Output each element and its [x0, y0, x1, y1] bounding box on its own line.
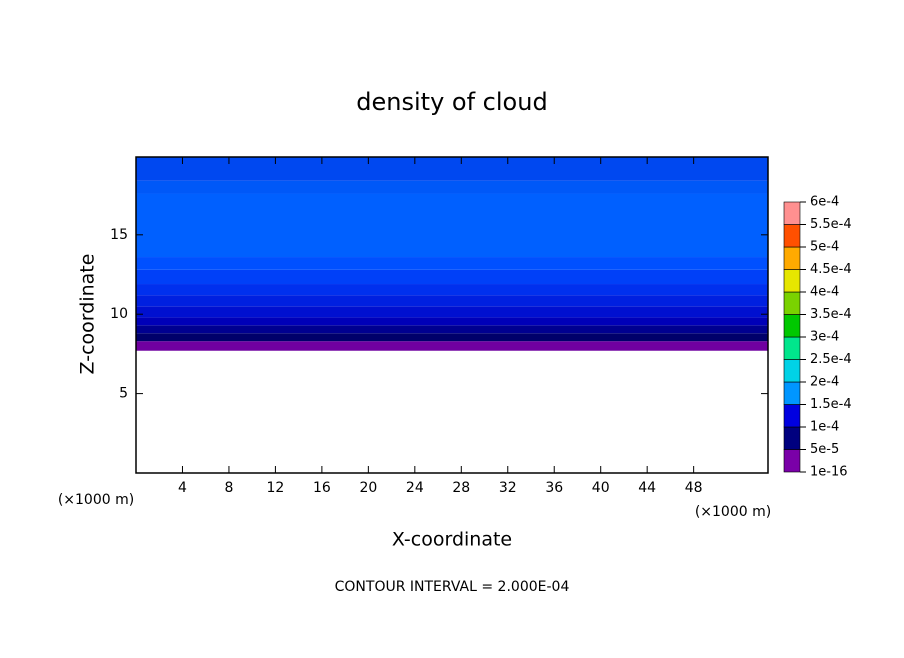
y-tick-label: 10 — [110, 306, 128, 322]
x-tick-label: 4 — [178, 480, 187, 496]
x-tick-label: 32 — [499, 480, 517, 496]
x-tick-label: 36 — [545, 480, 563, 496]
y-tick-label: 15 — [110, 227, 128, 243]
colorbar-segment — [783, 404, 801, 428]
contour-band — [136, 257, 768, 270]
x-tick-label: 44 — [638, 480, 656, 496]
colorbar-label: 5.5e-4 — [810, 217, 852, 232]
contour-band — [136, 157, 768, 181]
contour-band — [136, 306, 768, 318]
plot-frame — [135, 156, 769, 474]
contour-band — [136, 317, 768, 326]
colorbar-label: 3e-4 — [810, 330, 839, 345]
colorbar-label: 2e-4 — [810, 375, 839, 390]
colorbar-segment — [783, 359, 801, 383]
colorbar-segment — [783, 224, 801, 248]
colorbar-label: 3.5e-4 — [810, 307, 852, 322]
colorbar-label: 1e-4 — [810, 420, 839, 435]
chart-title: density of cloud — [356, 88, 547, 116]
x-tick-label: 24 — [406, 480, 424, 496]
colorbar-segment — [783, 291, 801, 315]
x-tick-label: 16 — [313, 480, 331, 496]
contour-band — [136, 325, 768, 334]
colorbar-segment — [783, 314, 801, 338]
contour-band — [136, 333, 768, 342]
x-unit: (×1000 m) — [695, 504, 771, 520]
colorbar-label: 1e-16 — [810, 465, 848, 480]
y-axis-label: Z-coordinate — [77, 254, 99, 375]
colorbar-segment — [783, 201, 801, 225]
x-tick-label: 48 — [685, 480, 703, 496]
x-unit: (×1000 m) — [58, 492, 134, 508]
contour-band — [136, 295, 768, 307]
footer-note: CONTOUR INTERVAL = 2.000E-04 — [335, 579, 570, 595]
colorbar-label: 4.5e-4 — [810, 262, 852, 277]
colorbar-label: 5e-4 — [810, 240, 839, 255]
x-tick-label: 12 — [266, 480, 284, 496]
contour-band — [136, 269, 768, 285]
x-tick-label: 40 — [592, 480, 610, 496]
x-tick-label: 28 — [452, 480, 470, 496]
x-tick-label: 8 — [224, 480, 233, 496]
colorbar-segment — [783, 449, 801, 473]
contour-band — [136, 180, 768, 194]
colorbar-segment — [783, 269, 801, 293]
contour-band — [136, 284, 768, 296]
colorbar-label: 2.5e-4 — [810, 352, 852, 367]
y-tick-label: 5 — [119, 386, 128, 402]
colorbar-segment — [783, 336, 801, 360]
x-axis-label: X-coordinate — [392, 529, 512, 551]
colorbar-label: 4e-4 — [810, 285, 839, 300]
contour-band — [136, 193, 768, 258]
x-tick-label: 20 — [359, 480, 377, 496]
colorbar-segment — [783, 426, 801, 450]
colorbar-segment — [783, 246, 801, 270]
colorbar-label: 6e-4 — [810, 195, 839, 210]
colorbar-label: 1.5e-4 — [810, 397, 852, 412]
colorbar-label: 5e-5 — [810, 442, 839, 457]
colorbar-segment — [783, 381, 801, 405]
contour-band — [136, 341, 768, 351]
